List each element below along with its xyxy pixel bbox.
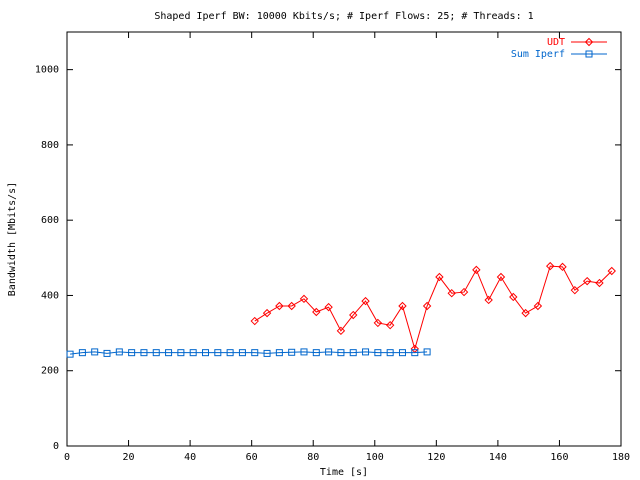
data-point [262, 308, 272, 318]
x-tick-label: 80 [307, 452, 319, 463]
legend-marker [585, 50, 593, 58]
y-axis-label: Bandwidth [Mbits/s] [7, 182, 18, 296]
data-point [299, 294, 309, 304]
y-tick-label: 600 [41, 215, 59, 226]
data-point [115, 348, 123, 356]
legend-marker [584, 37, 594, 47]
x-tick-label: 100 [366, 452, 384, 463]
data-point [509, 292, 518, 302]
x-tick-label: 20 [123, 452, 135, 463]
data-point [103, 349, 111, 357]
data-point [214, 349, 222, 357]
data-point [423, 348, 431, 356]
data-point [165, 349, 173, 357]
data-point [275, 301, 284, 311]
data-point [361, 296, 370, 306]
data-point [349, 310, 358, 320]
data-point [238, 349, 246, 357]
data-point [300, 348, 308, 356]
x-tick-label: 180 [612, 452, 630, 463]
y-tick-label: 200 [41, 366, 59, 377]
data-point [422, 301, 432, 311]
x-tick-label: 120 [427, 452, 445, 463]
x-axis-label: Time [s] [320, 467, 368, 478]
data-point [202, 349, 209, 357]
data-point [362, 348, 370, 356]
x-tick-label: 140 [489, 452, 507, 463]
x-tick-label: 40 [184, 452, 196, 463]
data-point [140, 349, 148, 357]
x-tick-label: 0 [64, 452, 70, 463]
data-point [325, 348, 333, 356]
data-point [595, 278, 604, 288]
data-point [250, 316, 259, 326]
legend-label: Sum Iperf [511, 49, 565, 60]
data-point [570, 285, 580, 295]
data-point [66, 350, 74, 358]
data-point [386, 349, 394, 357]
y-tick-label: 1000 [35, 65, 59, 76]
y-tick-label: 0 [53, 441, 59, 452]
data-point [558, 262, 567, 272]
data-point [496, 272, 506, 282]
data-point [226, 349, 234, 357]
data-point [312, 349, 320, 357]
data-point [546, 261, 555, 271]
data-point [398, 349, 406, 357]
data-line [70, 351, 428, 355]
data-point [275, 349, 283, 357]
data-point [177, 349, 185, 357]
data-point [263, 349, 271, 357]
data-point [152, 349, 160, 357]
data-point [374, 349, 382, 357]
data-point [582, 276, 592, 286]
data-point [128, 349, 136, 357]
data-line [254, 265, 613, 351]
data-point [78, 349, 86, 357]
y-tick-label: 800 [41, 140, 59, 151]
data-point [435, 272, 444, 282]
data-point [533, 301, 543, 311]
data-point [312, 307, 321, 317]
data-point [251, 349, 259, 357]
data-point [337, 349, 345, 357]
data-point [287, 301, 296, 311]
data-point [91, 348, 99, 356]
chart-title: Shaped Iperf BW: 10000 Kbits/s; # Iperf … [154, 11, 533, 22]
data-point [398, 301, 407, 311]
data-point [607, 266, 616, 276]
data-point [288, 348, 296, 356]
y-tick-label: 400 [41, 290, 59, 301]
legend-label: UDT [547, 37, 565, 48]
data-point [472, 265, 481, 275]
x-tick-label: 60 [246, 452, 258, 463]
data-point [189, 349, 197, 357]
data-point [385, 320, 395, 330]
data-point [411, 349, 419, 357]
data-point [459, 287, 469, 297]
data-point [336, 326, 346, 336]
data-point [484, 295, 493, 305]
data-point [324, 302, 333, 312]
data-point [349, 349, 357, 357]
data-point [521, 308, 530, 318]
data-point [373, 318, 383, 328]
plot-frame [66, 31, 622, 447]
data-point [447, 288, 456, 298]
x-tick-label: 160 [550, 452, 568, 463]
